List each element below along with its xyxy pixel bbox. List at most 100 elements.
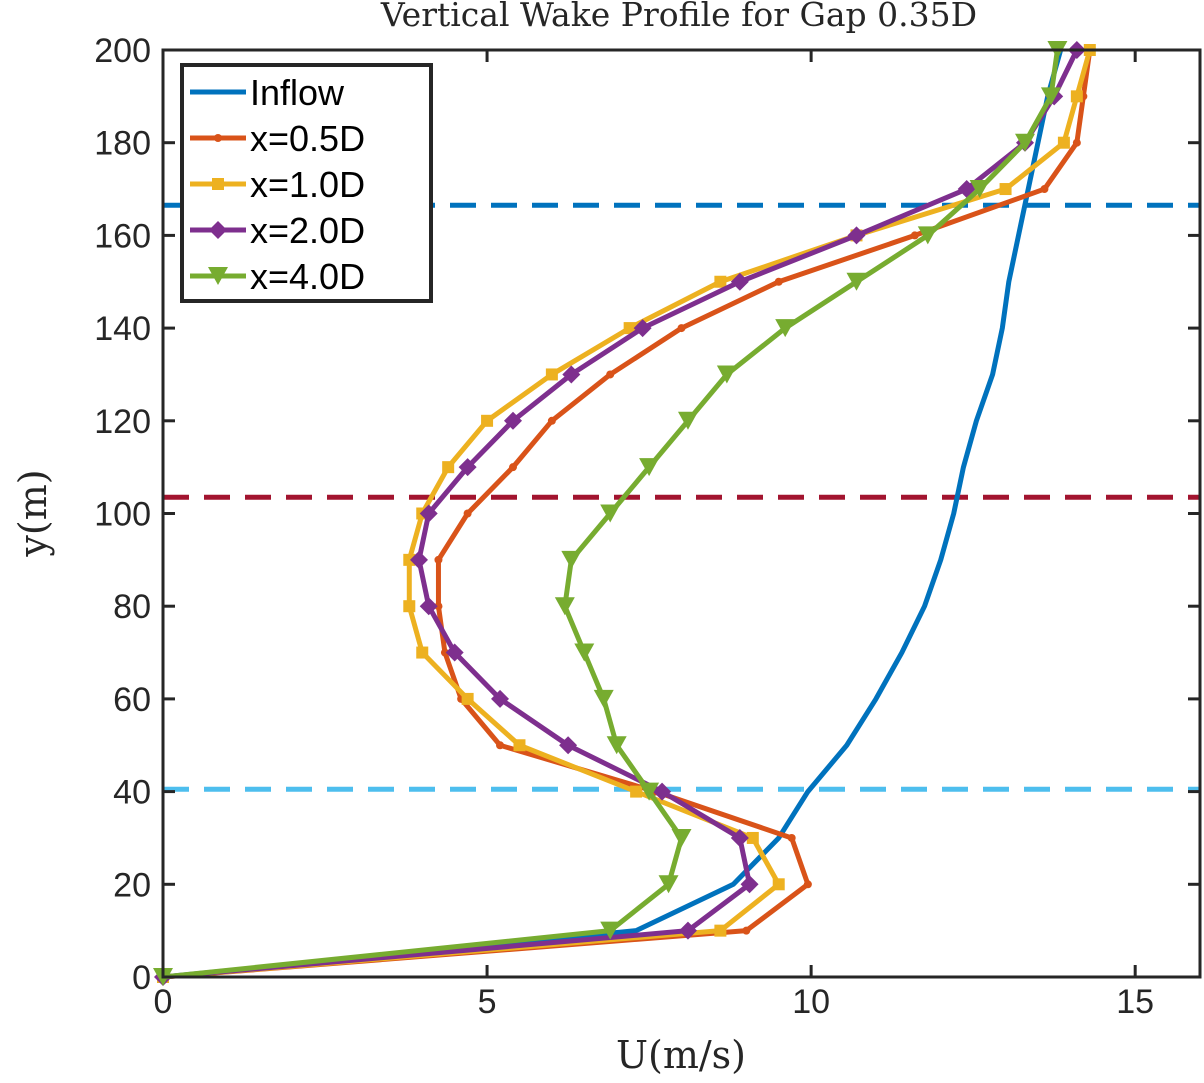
- data-point: [600, 504, 621, 523]
- data-point: [671, 828, 692, 847]
- data-point: [653, 782, 672, 801]
- data-point: [999, 183, 1012, 196]
- data-point: [772, 878, 785, 891]
- data-point: [503, 411, 522, 430]
- y-tick-label: 0: [132, 959, 151, 997]
- x-axis-label: U(m/s): [616, 1033, 746, 1077]
- data-point: [714, 275, 727, 288]
- legend-item: Inflow: [190, 72, 345, 113]
- legend-label: x=1.0D: [250, 164, 365, 205]
- data-point: [491, 689, 510, 708]
- y-tick-label: 100: [94, 496, 151, 534]
- y-tick-label: 40: [113, 774, 151, 812]
- data-point: [562, 365, 581, 384]
- y-tick-label: 140: [94, 310, 151, 348]
- data-point: [561, 550, 582, 569]
- data-point: [787, 833, 796, 842]
- data-point: [678, 921, 697, 940]
- data-point: [606, 370, 615, 379]
- data-point: [716, 365, 737, 384]
- legend-item: x=1.0D: [190, 164, 365, 205]
- data-point: [463, 509, 472, 518]
- legend-marker: [209, 221, 227, 239]
- data-point: [508, 463, 517, 472]
- legend-marker: [208, 267, 228, 285]
- data-point: [545, 368, 558, 381]
- data-point: [658, 875, 679, 894]
- y-tick-label: 200: [94, 32, 151, 70]
- data-point: [419, 504, 438, 523]
- data-point: [677, 411, 698, 430]
- data-point: [481, 414, 494, 427]
- y-tick-label: 120: [94, 403, 151, 441]
- data-point: [847, 226, 866, 245]
- series-x=4.0D: [153, 41, 1068, 986]
- data-point: [574, 643, 595, 662]
- data-point: [496, 741, 505, 750]
- data-point: [458, 458, 477, 477]
- data-point: [445, 643, 464, 662]
- series-Inflow: [162, 49, 1064, 980]
- data-point: [593, 689, 614, 708]
- data-point: [554, 597, 575, 616]
- data-point: [1015, 133, 1036, 152]
- data-point: [606, 736, 627, 755]
- data-point: [416, 646, 429, 659]
- legend-items: Inflow x=0.5D x=1.0D x=2.0D x=4.0D: [190, 72, 365, 297]
- data-point: [1072, 138, 1081, 147]
- data-point: [419, 597, 438, 616]
- chart-title: Vertical Wake Profile for Gap 0.35D: [380, 0, 977, 34]
- data-point: [403, 600, 416, 613]
- data-point: [461, 692, 474, 705]
- data-point: [403, 553, 416, 566]
- legend-marker: [214, 134, 222, 142]
- data-point: [1040, 87, 1061, 106]
- data-point: [639, 782, 660, 801]
- y-tick-label: 180: [94, 125, 151, 163]
- data-point: [434, 602, 443, 611]
- legend-label: Inflow: [250, 72, 345, 113]
- data-point: [730, 272, 749, 291]
- data-point: [730, 828, 749, 847]
- data-point: [775, 319, 796, 338]
- series-layer: [153, 41, 1096, 986]
- legend-label: x=0.5D: [250, 118, 365, 159]
- data-point: [714, 924, 727, 937]
- data-point: [600, 921, 621, 940]
- data-point: [513, 739, 526, 752]
- data-point: [1040, 185, 1049, 194]
- legend-item: x=2.0D: [190, 210, 365, 251]
- axes-box: [161, 48, 1202, 979]
- x-tick-label: 5: [478, 983, 497, 1021]
- data-point: [1070, 90, 1083, 103]
- data-point: [410, 550, 429, 569]
- data-point: [740, 875, 759, 894]
- plot-area: [153, 41, 1202, 986]
- legend-item: x=4.0D: [190, 256, 365, 297]
- data-point: [434, 555, 443, 564]
- legend-label: x=2.0D: [250, 210, 365, 251]
- x-tick-label: 15: [1116, 983, 1154, 1021]
- y-axis-label: y(m): [11, 469, 55, 557]
- data-point: [803, 880, 812, 889]
- legend-item: x=0.5D: [190, 118, 365, 159]
- y-tick-label: 20: [113, 866, 151, 904]
- data-point: [547, 416, 556, 425]
- y-tick-label: 60: [113, 681, 151, 719]
- y-tick-label: 80: [113, 588, 151, 626]
- data-point: [559, 736, 578, 755]
- x-tick-label: 10: [792, 983, 830, 1021]
- data-point: [442, 461, 455, 474]
- y-tick-label: 160: [94, 217, 151, 255]
- data-point: [746, 831, 759, 844]
- series-line: [162, 49, 1064, 980]
- x-tick-label: 0: [154, 983, 173, 1021]
- data-point: [910, 231, 919, 240]
- data-point: [639, 458, 660, 477]
- data-point: [846, 272, 867, 291]
- data-point: [917, 226, 938, 245]
- x-tick-labels: 0 5 10 15: [154, 983, 1155, 1021]
- data-point: [633, 319, 652, 338]
- data-point: [623, 322, 636, 335]
